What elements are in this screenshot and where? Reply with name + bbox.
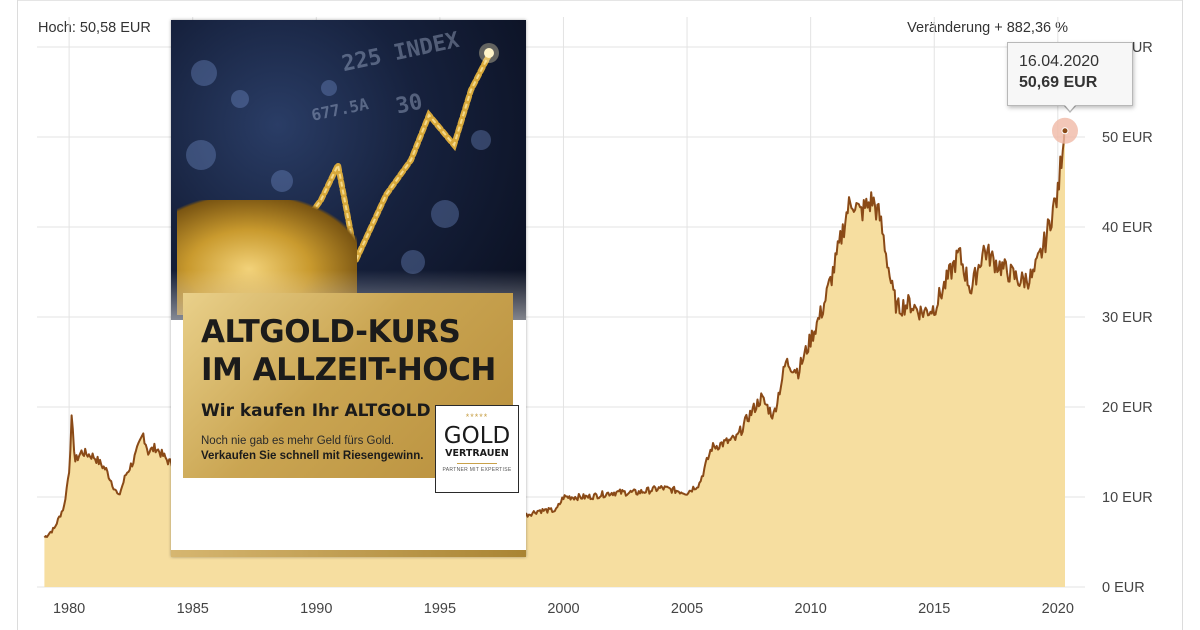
x-tick-label: 2000 xyxy=(547,601,579,617)
ad-headline-line-2: IM ALLZEIT-HOCH xyxy=(201,352,496,388)
logo-sub: VERTRAUEN xyxy=(445,448,509,459)
x-tick-label: 2015 xyxy=(918,601,950,617)
change-label: Veränderung + 882,36 % xyxy=(907,20,1068,36)
bokeh-light xyxy=(231,90,249,108)
y-tick-label: 30 EUR xyxy=(1102,310,1153,326)
x-tick-label: 1980 xyxy=(53,601,85,617)
bokeh-light xyxy=(471,130,491,150)
hover-marker-group xyxy=(1051,117,1078,144)
x-tick-label: 2020 xyxy=(1042,601,1074,617)
y-tick-label: 0 EUR xyxy=(1102,580,1145,596)
ad-body-2: Verkaufen Sie schnell mit Riesengewinn. xyxy=(201,450,424,462)
gold-ad-banner[interactable]: 225 INDEX 677.5A 30 ALTGOLD-KURS IM ALLZ… xyxy=(171,20,526,557)
ad-body-1: Noch nie gab es mehr Geld fürs Gold. xyxy=(201,435,395,447)
logo-stars: ***** xyxy=(465,412,489,422)
bokeh-light xyxy=(191,60,217,86)
gold-vertrauen-logo: ***** GOLD VERTRAUEN PARTNER MIT EXPERTI… xyxy=(435,405,519,493)
x-axis: 1980 1985 1990 1995 2000 2005 2010 2015 2020 xyxy=(53,601,1074,617)
chart-frame xyxy=(17,0,1183,630)
ad-headline: ALTGOLD-KURS IM ALLZEIT-HOCH xyxy=(201,313,521,389)
ad-subheadline: Wir kaufen Ihr ALTGOLD xyxy=(201,401,431,421)
ad-headline-line-1: ALTGOLD-KURS xyxy=(201,314,461,350)
x-tick-label: 2005 xyxy=(671,601,703,617)
logo-rule xyxy=(457,463,497,464)
logo-tagline: PARTNER MIT EXPERTISE xyxy=(442,467,512,473)
ad-bottom-bar xyxy=(171,550,526,557)
bokeh-light xyxy=(321,80,337,96)
x-tick-label: 1985 xyxy=(177,601,209,617)
high-label: Hoch: 50,58 EUR xyxy=(38,20,151,36)
y-tick-label: 50 EUR xyxy=(1102,130,1153,146)
bokeh-light xyxy=(186,140,216,170)
y-tick-label: 40 EUR xyxy=(1102,220,1153,236)
x-tick-label: 1990 xyxy=(300,601,332,617)
top-border xyxy=(17,0,1183,1)
tooltip-arrow-inner xyxy=(1064,104,1076,111)
tooltip-value: 50,69 EUR xyxy=(1019,74,1098,91)
y-tick-label: 20 EUR xyxy=(1102,400,1153,416)
tooltip-date: 16.04.2020 xyxy=(1019,53,1100,70)
x-tick-label: 1995 xyxy=(424,601,456,617)
hover-marker-dot xyxy=(1061,127,1069,135)
logo-main: GOLD xyxy=(443,423,511,449)
price-tooltip: 16.04.2020 50,69 EUR xyxy=(1007,42,1133,106)
y-tick-label: 10 EUR xyxy=(1102,490,1153,506)
bokeh-light xyxy=(271,170,293,192)
bokeh-light xyxy=(431,200,459,228)
price-area xyxy=(44,129,1065,587)
x-tick-label: 2010 xyxy=(795,601,827,617)
